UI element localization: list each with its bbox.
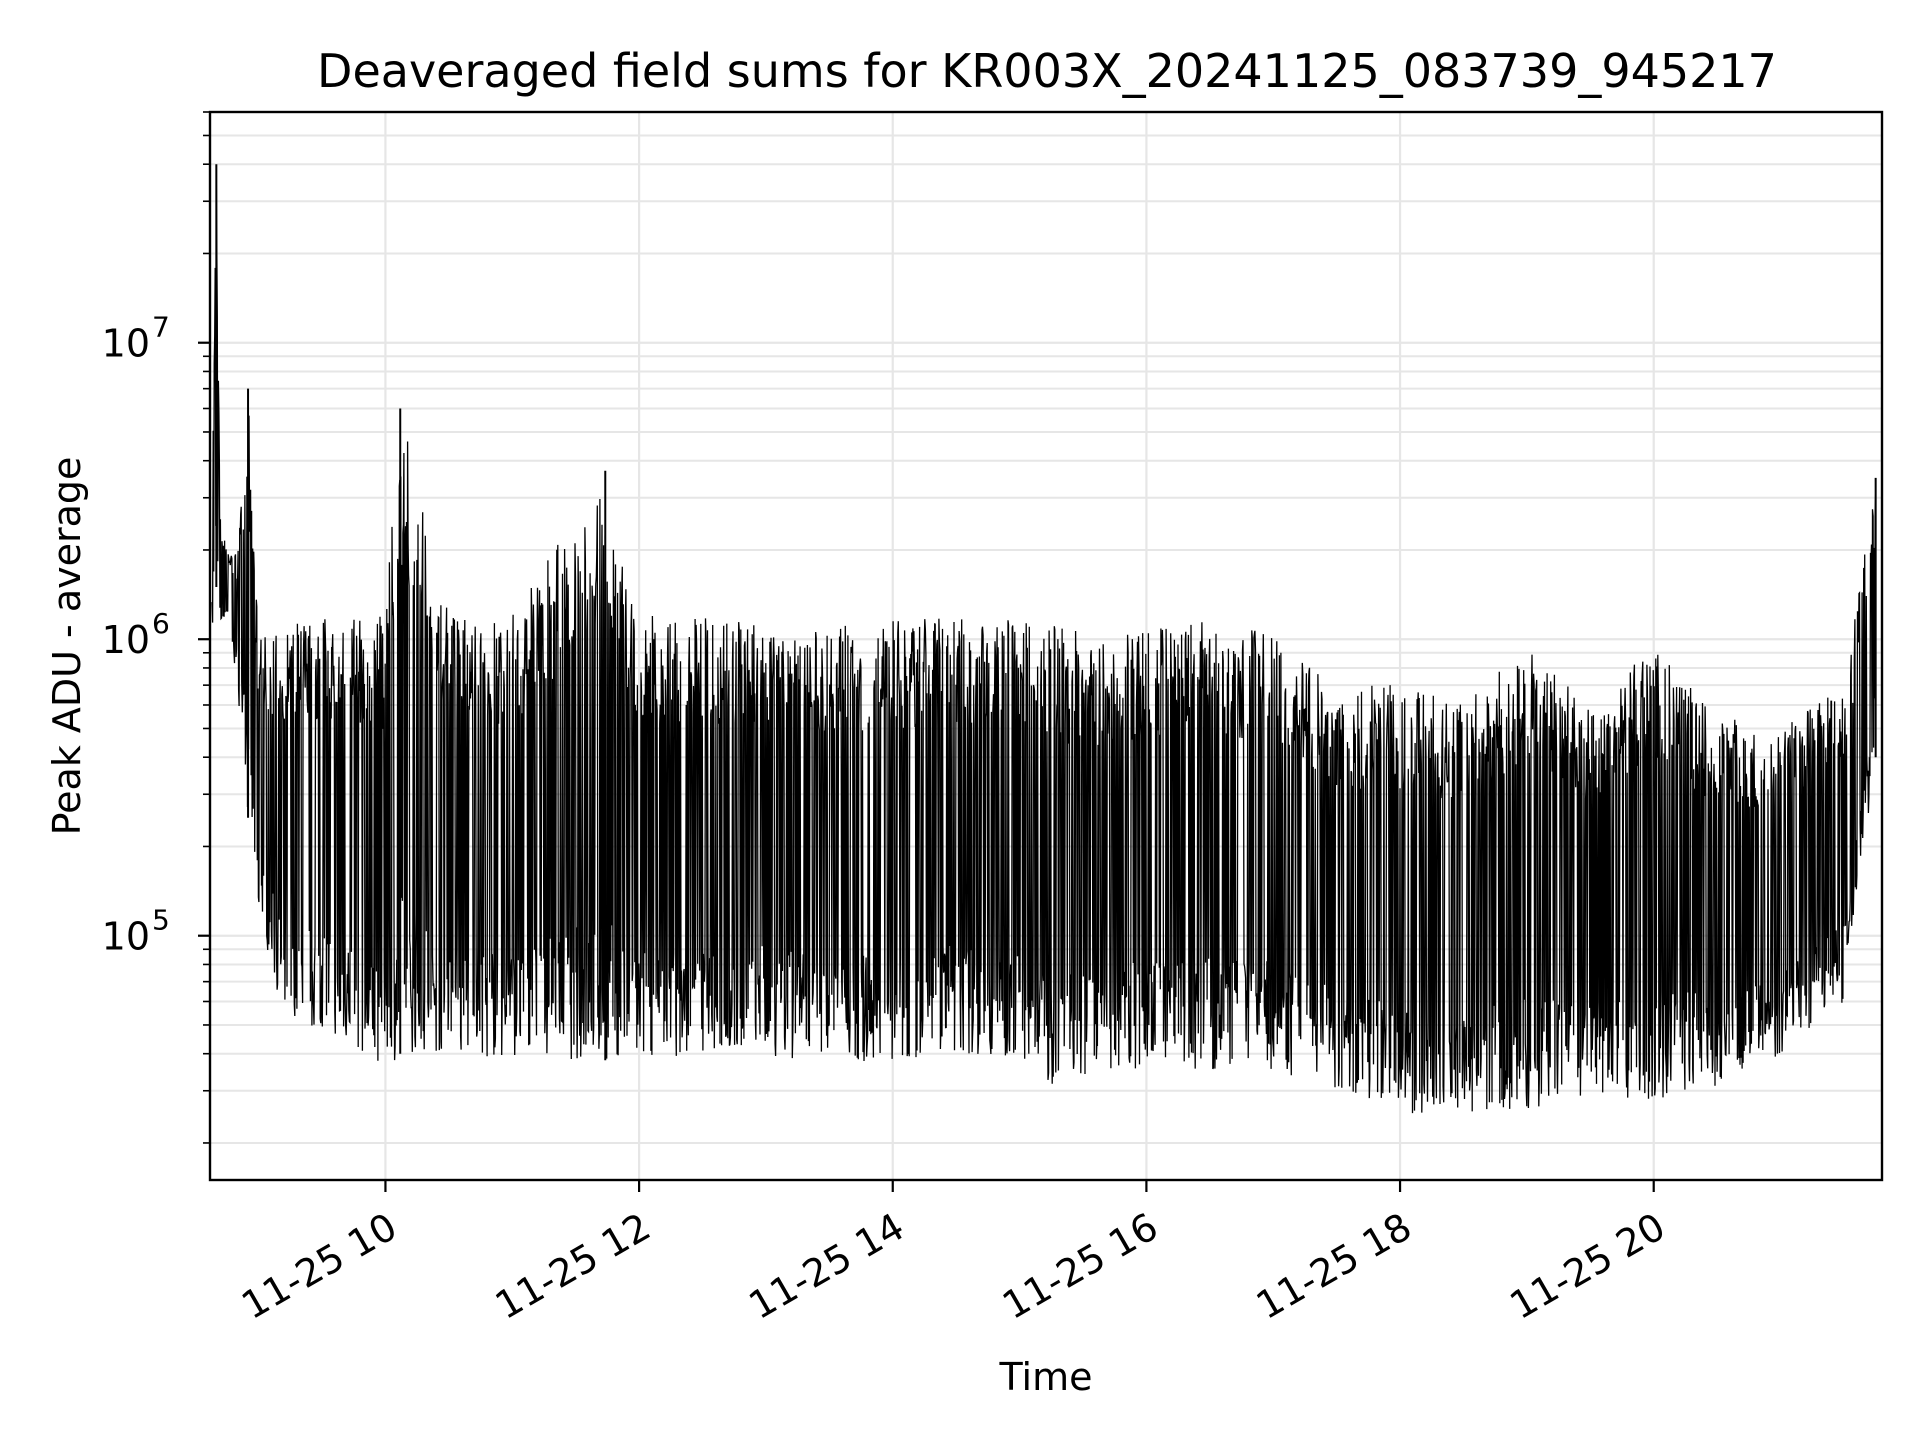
y-tick-exponent: 7	[152, 311, 170, 344]
x-tick-label: 11-25 20	[1502, 1204, 1672, 1328]
y-axis-label: Peak ADU - average	[45, 457, 89, 836]
y-tick-exponent: 6	[152, 607, 170, 640]
x-tick-label: 11-25 14	[742, 1204, 912, 1328]
plot-frame	[208, 110, 1884, 1182]
series-line	[211, 174, 1877, 1114]
x-tick-label: 11-25 10	[234, 1204, 404, 1328]
data-series	[211, 164, 1877, 1114]
x-tick-label: 11-25 12	[488, 1204, 658, 1328]
y-tick-label: 10	[102, 618, 150, 662]
x-tick-label: 11-25 16	[995, 1204, 1165, 1328]
y-tick-exponent: 5	[152, 904, 170, 937]
chart-title: Deaveraged field sums for KR003X_2024112…	[317, 44, 1777, 98]
y-tick-label: 10	[102, 322, 150, 366]
x-tick-label: 11-25 18	[1249, 1204, 1419, 1328]
y-tick-label: 10	[102, 915, 150, 959]
x-axis-label: Time	[999, 1355, 1093, 1399]
